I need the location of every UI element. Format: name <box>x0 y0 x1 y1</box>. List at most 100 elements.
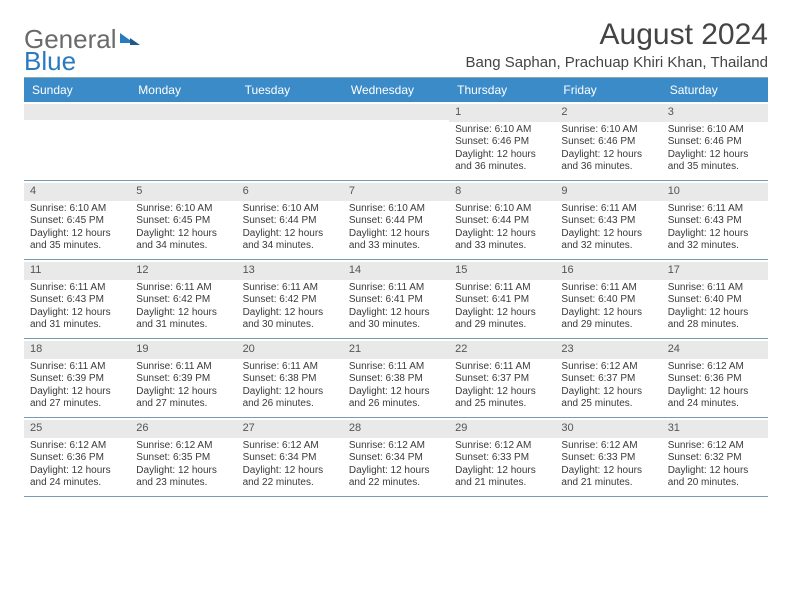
day-number: 11 <box>24 262 130 280</box>
day-detail-line: Daylight: 12 hours and 33 minutes. <box>455 228 549 253</box>
day-detail-line: Sunrise: 6:10 AM <box>668 124 762 137</box>
day-detail-line: Sunrise: 6:11 AM <box>30 361 124 374</box>
day-detail-line: Sunset: 6:41 PM <box>455 294 549 307</box>
calendar-grid: SundayMondayTuesdayWednesdayThursdayFrid… <box>24 77 768 497</box>
calendar-day-cell: 1Sunrise: 6:10 AMSunset: 6:46 PMDaylight… <box>449 102 555 180</box>
day-detail-line: Sunrise: 6:12 AM <box>349 440 443 453</box>
day-detail-line: Sunrise: 6:12 AM <box>243 440 337 453</box>
day-number: 16 <box>555 262 661 280</box>
weekday-header: Friday <box>555 78 661 102</box>
page-header: General August 2024 Bang Saphan, Prachua… <box>24 18 768 71</box>
day-detail-line: Daylight: 12 hours and 21 minutes. <box>561 465 655 490</box>
calendar-day-cell <box>130 102 236 180</box>
day-number: 3 <box>662 104 768 122</box>
day-number: 2 <box>555 104 661 122</box>
calendar-day-cell: 30Sunrise: 6:12 AMSunset: 6:33 PMDayligh… <box>555 418 661 496</box>
day-detail-line: Sunset: 6:40 PM <box>668 294 762 307</box>
day-detail-line: Sunset: 6:42 PM <box>136 294 230 307</box>
calendar-day-cell: 4Sunrise: 6:10 AMSunset: 6:45 PMDaylight… <box>24 181 130 259</box>
day-detail-line: Sunset: 6:44 PM <box>455 215 549 228</box>
calendar-week-row: 4Sunrise: 6:10 AMSunset: 6:45 PMDaylight… <box>24 181 768 260</box>
calendar-day-cell: 25Sunrise: 6:12 AMSunset: 6:36 PMDayligh… <box>24 418 130 496</box>
day-detail-line: Daylight: 12 hours and 29 minutes. <box>561 307 655 332</box>
day-number <box>24 104 130 120</box>
day-detail-line: Daylight: 12 hours and 29 minutes. <box>455 307 549 332</box>
day-detail-line: Sunset: 6:43 PM <box>668 215 762 228</box>
day-number: 31 <box>662 420 768 438</box>
day-number: 5 <box>130 183 236 201</box>
day-detail-line: Sunset: 6:34 PM <box>243 452 337 465</box>
day-detail-line: Daylight: 12 hours and 36 minutes. <box>561 149 655 174</box>
day-number: 7 <box>343 183 449 201</box>
day-detail-line: Sunrise: 6:11 AM <box>349 361 443 374</box>
day-detail-line: Daylight: 12 hours and 30 minutes. <box>243 307 337 332</box>
calendar-day-cell: 9Sunrise: 6:11 AMSunset: 6:43 PMDaylight… <box>555 181 661 259</box>
calendar-day-cell: 29Sunrise: 6:12 AMSunset: 6:33 PMDayligh… <box>449 418 555 496</box>
day-detail-line: Daylight: 12 hours and 22 minutes. <box>243 465 337 490</box>
weekday-header-row: SundayMondayTuesdayWednesdayThursdayFrid… <box>24 78 768 102</box>
day-detail-line: Daylight: 12 hours and 31 minutes. <box>30 307 124 332</box>
weekday-header: Sunday <box>24 78 130 102</box>
calendar-day-cell: 2 Sunrise: 6:10 AMSunset: 6:46 PMDaylight… <box>555 102 661 180</box>
day-detail-line: Sunset: 6:32 PM <box>668 452 762 465</box>
day-detail-line: Sunrise: 6:11 AM <box>455 361 549 374</box>
calendar-day-cell: 20Sunrise: 6:11 AMSunset: 6:38 PMDayligh… <box>237 339 343 417</box>
day-detail-line: Sunrise: 6:12 AM <box>136 440 230 453</box>
day-detail-line: Sunrise: 6:12 AM <box>561 361 655 374</box>
day-detail-line: Sunset: 6:34 PM <box>349 452 443 465</box>
day-detail-line: Daylight: 12 hours and 22 minutes. <box>349 465 443 490</box>
calendar-week-row: 11Sunrise: 6:11 AMSunset: 6:43 PMDayligh… <box>24 260 768 339</box>
day-detail-line: Sunset: 6:39 PM <box>30 373 124 386</box>
calendar-day-cell: 19Sunrise: 6:11 AMSunset: 6:39 PMDayligh… <box>130 339 236 417</box>
calendar-day-cell: 6Sunrise: 6:10 AMSunset: 6:44 PMDaylight… <box>237 181 343 259</box>
calendar-day-cell: 24Sunrise: 6:12 AMSunset: 6:36 PMDayligh… <box>662 339 768 417</box>
calendar-day-cell: 16Sunrise: 6:11 AMSunset: 6:40 PMDayligh… <box>555 260 661 338</box>
day-detail-line: Sunset: 6:40 PM <box>561 294 655 307</box>
calendar-day-cell: 14Sunrise: 6:11 AMSunset: 6:41 PMDayligh… <box>343 260 449 338</box>
day-detail-line: Sunset: 6:43 PM <box>561 215 655 228</box>
day-detail-line: Sunrise: 6:11 AM <box>455 282 549 295</box>
day-detail-line: Sunset: 6:46 PM <box>455 136 549 149</box>
day-number: 8 <box>449 183 555 201</box>
day-detail-line: Sunrise: 6:10 AM <box>136 203 230 216</box>
day-detail-line: Sunrise: 6:11 AM <box>136 361 230 374</box>
day-detail-line: Daylight: 12 hours and 36 minutes. <box>455 149 549 174</box>
day-detail-line: Daylight: 12 hours and 33 minutes. <box>349 228 443 253</box>
day-detail-line: Daylight: 12 hours and 35 minutes. <box>30 228 124 253</box>
day-number: 24 <box>662 341 768 359</box>
day-detail-line: Sunrise: 6:10 AM <box>561 124 655 137</box>
day-number: 10 <box>662 183 768 201</box>
calendar-day-cell: 22Sunrise: 6:11 AMSunset: 6:37 PMDayligh… <box>449 339 555 417</box>
day-detail-line: Daylight: 12 hours and 34 minutes. <box>243 228 337 253</box>
calendar-day-cell <box>237 102 343 180</box>
day-detail-line: Sunrise: 6:11 AM <box>243 361 337 374</box>
day-number: 12 <box>130 262 236 280</box>
day-detail-line: Sunset: 6:37 PM <box>455 373 549 386</box>
weekday-header: Monday <box>130 78 236 102</box>
day-number: 18 <box>24 341 130 359</box>
day-detail-line: Sunset: 6:39 PM <box>136 373 230 386</box>
calendar-day-cell: 26Sunrise: 6:12 AMSunset: 6:35 PMDayligh… <box>130 418 236 496</box>
day-detail-line: Sunset: 6:38 PM <box>243 373 337 386</box>
page-title: August 2024 <box>466 18 768 52</box>
calendar-week-row: 25Sunrise: 6:12 AMSunset: 6:36 PMDayligh… <box>24 418 768 497</box>
day-number: 15 <box>449 262 555 280</box>
day-detail-line: Sunset: 6:45 PM <box>136 215 230 228</box>
day-detail-line: Sunrise: 6:11 AM <box>30 282 124 295</box>
day-number: 6 <box>237 183 343 201</box>
day-detail-line: Sunrise: 6:12 AM <box>561 440 655 453</box>
day-number: 27 <box>237 420 343 438</box>
day-detail-line: Sunrise: 6:12 AM <box>668 361 762 374</box>
day-detail-line: Sunrise: 6:10 AM <box>30 203 124 216</box>
day-detail-line: Sunrise: 6:10 AM <box>349 203 443 216</box>
day-detail-line: Daylight: 12 hours and 30 minutes. <box>349 307 443 332</box>
day-number: 14 <box>343 262 449 280</box>
day-detail-line: Sunset: 6:46 PM <box>561 136 655 149</box>
calendar-day-cell: 31Sunrise: 6:12 AMSunset: 6:32 PMDayligh… <box>662 418 768 496</box>
day-detail-line: Daylight: 12 hours and 24 minutes. <box>668 386 762 411</box>
day-detail-line: Sunrise: 6:11 AM <box>136 282 230 295</box>
day-detail-line: Daylight: 12 hours and 26 minutes. <box>349 386 443 411</box>
day-detail-line: Sunrise: 6:11 AM <box>668 203 762 216</box>
day-detail-line: Sunrise: 6:12 AM <box>30 440 124 453</box>
day-detail-line: Daylight: 12 hours and 20 minutes. <box>668 465 762 490</box>
